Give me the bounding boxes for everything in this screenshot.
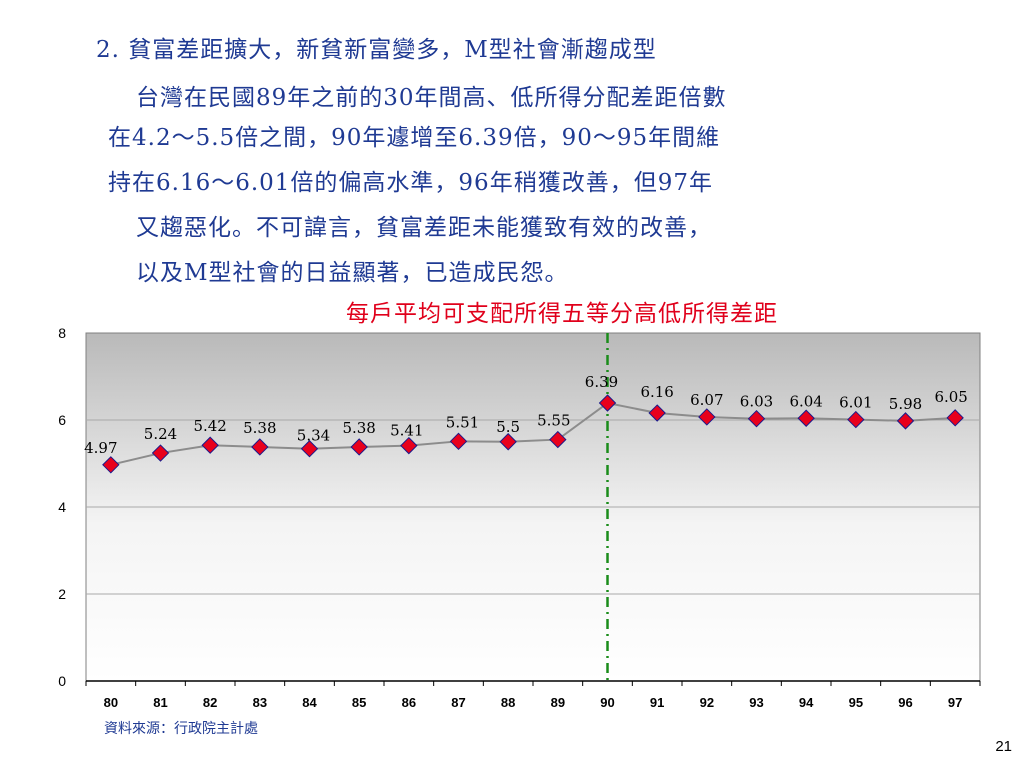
data-label: 5.38 [342,419,375,437]
data-point [896,412,915,430]
x-tick-label: 91 [650,695,664,710]
x-tick-label: 81 [153,695,167,710]
data-point [946,409,964,427]
y-tick-label: 2 [58,586,66,602]
data-point [549,430,567,449]
data-label: 5.5 [496,418,520,436]
x-tick-label: 83 [253,695,267,710]
data-label: 5.51 [446,413,479,431]
data-label: 6.16 [640,383,673,401]
x-tick-label: 92 [700,695,714,710]
x-tick-label: 87 [451,695,465,710]
data-point [201,436,219,454]
x-tick-label: 89 [551,695,565,710]
heading-line-3: 在4.2～5.5倍之間，90年遽增至6.39倍，90～95年間維 [108,125,721,151]
x-tick-label: 80 [104,695,118,710]
x-tick-label: 82 [203,695,217,710]
data-point [151,444,170,462]
y-tick-label: 8 [58,325,66,341]
data-label: 5.42 [193,417,226,435]
chart-title: 每戶平均可支配所得五等分高低所得差距 [346,301,778,327]
data-label: 6.05 [934,388,967,406]
data-label: 5.34 [297,427,330,445]
data-label: 6.01 [839,394,872,412]
data-label: 6.07 [690,391,723,409]
x-tick-label: 94 [799,695,814,710]
data-label: 5.24 [144,425,177,443]
heading-line-4: 持在6.16～6.01倍的偏高水準，96年稍獲改善，但97年 [108,170,713,196]
data-label: 5.41 [390,422,423,440]
data-label: 6.04 [789,392,822,410]
data-label: 5.55 [537,412,570,430]
data-label: 5.38 [243,419,276,437]
data-label: 6.03 [740,393,773,411]
x-tick-label: 97 [948,695,962,710]
page-number: 21 [995,738,1012,755]
data-point [499,433,517,451]
data-point [102,456,120,474]
heading-line-6: 以及M型社會的日益顯著，已造成民怨。 [136,260,569,286]
data-label: 6.39 [585,373,618,391]
data-label: 5.98 [889,395,922,413]
data-point [350,438,368,456]
heading-line-5: 又趨惡化。不可諱言，貧富差距未能獲致有效的改善， [136,215,712,241]
x-tick-label: 88 [501,695,515,710]
data-point [847,410,865,429]
data-point [449,432,468,451]
x-tick-label: 84 [302,695,317,710]
heading-line-1: 2. 貧富差距擴大，新貧新富變多，M型社會漸趨成型 [96,37,657,63]
x-tick-label: 95 [849,695,863,710]
data-point [400,436,418,455]
x-tick-label: 86 [402,695,416,710]
x-tick-label: 85 [352,695,366,710]
data-point [698,408,716,426]
data-point [300,440,319,458]
data-point [747,409,766,428]
data-point [251,438,269,456]
y-tick-label: 6 [58,412,66,428]
y-tick-label: 0 [58,673,66,689]
data-label: 4.97 [84,439,117,457]
heading-line-2: 台灣在民國89年之前的30年間高、低所得分配差距倍數 [136,85,727,111]
data-point [797,409,815,427]
source-note: 資料來源：行政院主計處 [104,721,258,737]
x-tick-label: 93 [749,695,763,710]
x-tick-label: 90 [600,695,614,710]
y-tick-label: 4 [58,499,66,515]
data-point [648,404,666,422]
x-tick-label: 96 [898,695,912,710]
data-point [598,394,617,412]
